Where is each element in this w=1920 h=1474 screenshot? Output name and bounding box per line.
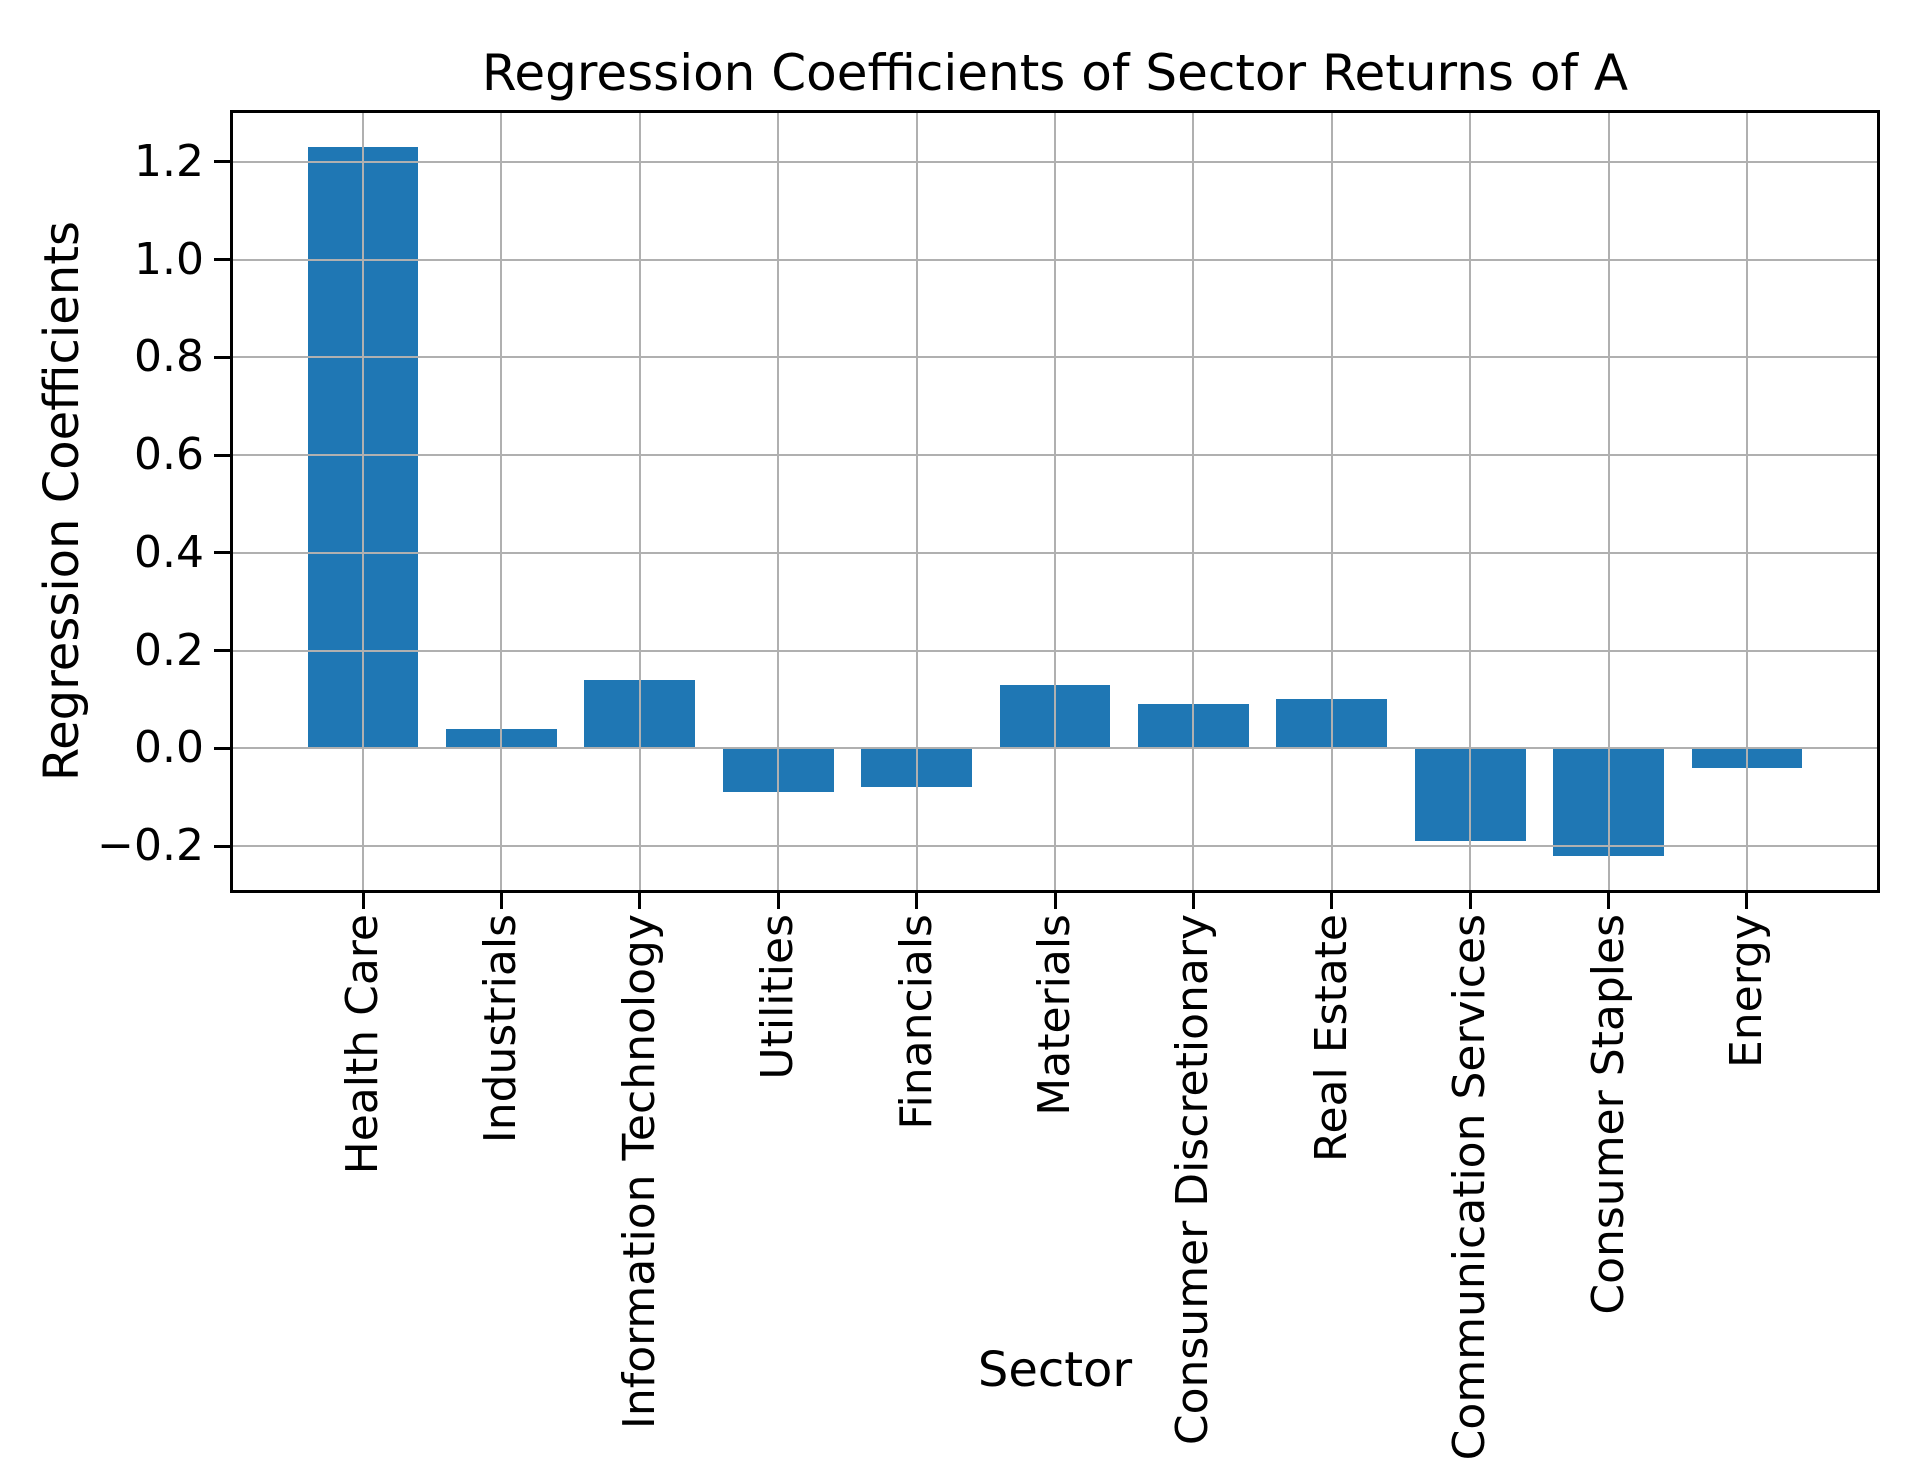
x-gridline [1607,113,1610,890]
x-tick-mark [1607,893,1611,909]
y-tick-mark [214,844,230,848]
x-tick-mark [915,893,919,909]
x-tick-mark [1468,893,1472,909]
x-gridline [915,113,918,890]
x-tick-mark [1053,893,1057,909]
y-tick-mark [214,551,230,555]
x-gridline [1330,113,1333,890]
y-tick-label: −0.2 [97,820,204,872]
x-tick-mark [1745,893,1749,909]
x-tick-label-materials: Materials [1029,914,1080,1116]
x-tick-mark [638,893,642,909]
x-tick-mark [499,893,503,909]
y-tick-label: 0.0 [134,722,204,774]
y-tick-label: 1.0 [134,233,204,285]
x-tick-label-utilities: Utilities [752,914,804,1080]
x-tick-label-financials: Financials [890,914,942,1130]
y-tick-label: 0.2 [134,624,204,676]
y-tick-label: 0.4 [134,526,204,578]
y-tick-label: 0.6 [134,429,204,481]
x-tick-mark [361,893,365,909]
x-gridline [500,113,503,890]
y-tick-mark [214,160,230,164]
y-tick-mark [214,258,230,262]
x-gridline [362,113,365,890]
y-tick-mark [214,746,230,750]
x-tick-mark [1330,893,1334,909]
plot-area-frame [230,110,1880,893]
x-tick-label-industrials: Industrials [475,914,527,1144]
x-gridline [1745,113,1748,890]
chart-title: Regression Coefficients of Sector Return… [481,44,1629,102]
x-gridline [1054,113,1056,890]
y-tick-mark [214,453,230,457]
x-tick-label-communication-services: Communication Services [1444,914,1496,1461]
x-axis-label: Sector [977,1342,1133,1398]
x-tick-mark [776,893,780,909]
x-tick-label-information-technology: Information Technology [613,914,665,1430]
y-tick-label: 0.8 [134,331,204,383]
x-tick-label-consumer-staples: Consumer Staples [1582,914,1634,1315]
x-gridline [1469,113,1472,890]
x-gridline [1192,113,1195,890]
x-tick-mark [1191,893,1195,909]
x-tick-label-real-estate: Real Estate [1305,914,1357,1163]
x-gridline [638,113,641,890]
y-tick-label: 1.2 [134,135,204,187]
y-tick-mark [214,355,230,359]
x-tick-label-health-care: Health Care [337,914,389,1175]
x-tick-label-energy: Energy [1720,914,1772,1069]
y-tick-mark [214,649,230,653]
x-gridline [777,113,780,890]
x-tick-label-consumer-discretionary: Consumer Discretionary [1167,914,1219,1446]
